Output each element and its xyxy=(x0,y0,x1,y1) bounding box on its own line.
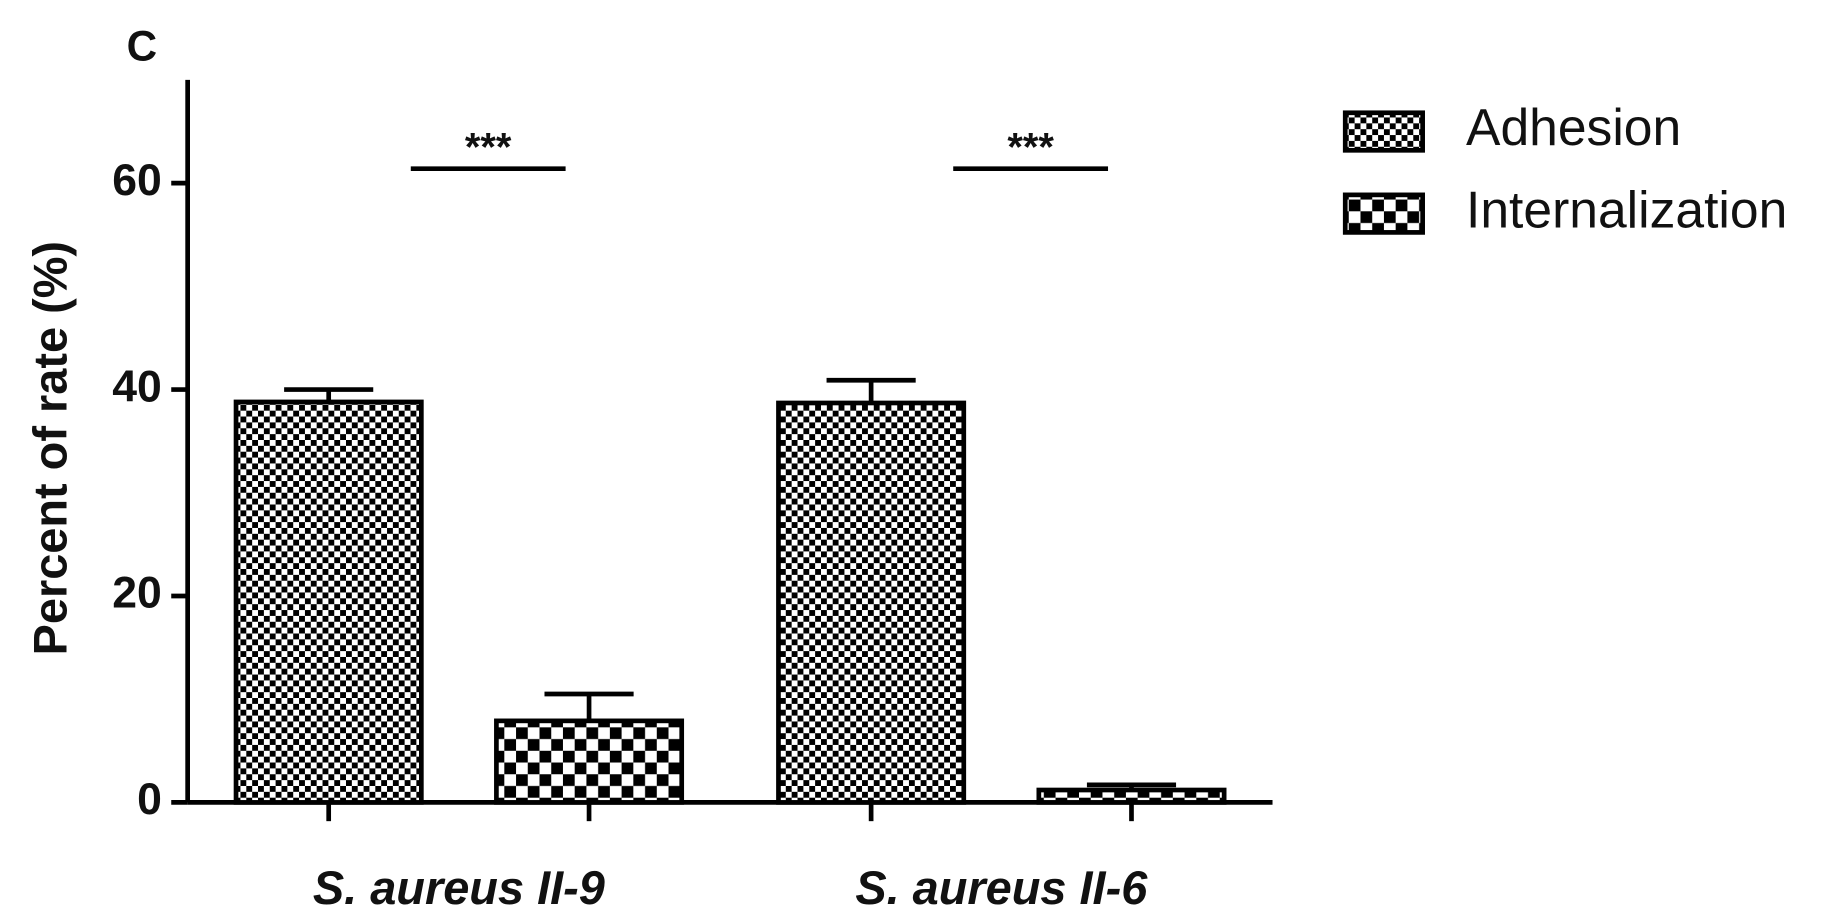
bar xyxy=(776,400,967,805)
x-tick-label: S. aureus II-6 xyxy=(855,862,1148,914)
significance-label: *** xyxy=(1007,125,1054,169)
bar xyxy=(233,399,424,805)
y-axis-label: Percent of rate (%) xyxy=(24,241,76,655)
y-tick-label: 0 xyxy=(137,775,162,824)
y-tick-label: 20 xyxy=(112,569,162,618)
legend-label: Adhesion xyxy=(1466,98,1681,156)
panel-label: C xyxy=(127,23,158,70)
legend-swatch xyxy=(1342,110,1425,153)
bar xyxy=(1036,787,1227,805)
y-tick-label: 60 xyxy=(112,156,162,205)
y-tick-label: 40 xyxy=(112,362,162,411)
x-tick-label: S. aureus II-9 xyxy=(313,862,605,914)
significance-label: *** xyxy=(465,125,512,169)
legend-label: Internalization xyxy=(1466,180,1787,238)
bar xyxy=(494,718,685,805)
legend-swatch xyxy=(1342,192,1425,235)
